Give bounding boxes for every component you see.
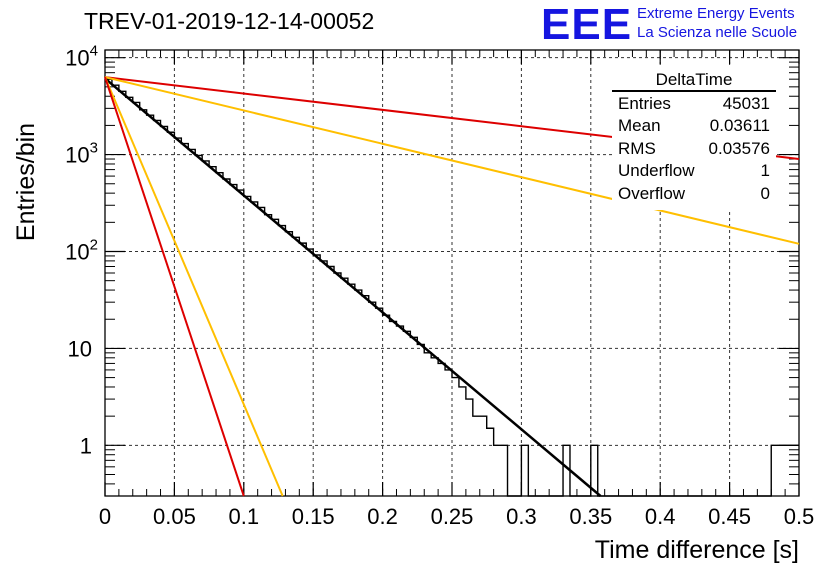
y-tick-labels: 1 10 102 103 104: [65, 43, 98, 459]
y-tick-label: 102: [65, 236, 98, 264]
x-tick-labels: 0 0.05 0.1 0.15 0.2 0.25 0.3 0.35 0.4 0.45 0.5: [99, 504, 814, 529]
stats-row-entries: Entries 45031: [618, 94, 770, 116]
stats-label: Mean: [618, 116, 661, 135]
y-axis-label: Entries/bin: [12, 123, 40, 241]
x-tick-label: 0.05: [153, 504, 196, 529]
stats-row-overflow: Overflow 0: [618, 184, 770, 206]
stats-value: 0.03611: [709, 116, 770, 135]
y-tick-label: 104: [65, 43, 98, 71]
fit-lines: [104, 76, 800, 497]
stats-label: Entries: [618, 94, 671, 113]
x-tick-label: 0.4: [645, 504, 676, 529]
stats-row-mean: Mean 0.03611: [618, 116, 770, 138]
fit-line: [104, 76, 245, 497]
logo-line-1: Extreme Energy Events: [637, 5, 795, 22]
x-tick-label: 0.45: [708, 504, 751, 529]
x-tick-label: 0.35: [569, 504, 612, 529]
x-tick-label: 0.2: [367, 504, 398, 529]
stats-row-rms: RMS 0.03576: [618, 139, 770, 161]
x-axis-label: Time difference [s]: [595, 536, 799, 564]
y-tick-label: 10: [68, 336, 92, 361]
stats-box: DeltaTime Entries 45031 Mean 0.03611 RMS…: [612, 68, 776, 210]
fit-line: [104, 76, 800, 245]
stats-label: RMS: [618, 139, 656, 158]
x-tick-label: 0: [99, 504, 111, 529]
x-tick-label: 0.1: [229, 504, 260, 529]
chart-title: TREV-01-2019-12-14-00052: [84, 8, 375, 34]
stats-value: 45031: [722, 94, 770, 113]
x-tick-label: 0.25: [431, 504, 474, 529]
fit-line: [104, 76, 284, 497]
fit-line: [104, 77, 602, 497]
y-tick-label: 103: [65, 140, 98, 168]
stats-value: 1: [760, 161, 770, 180]
x-tick-label: 0.15: [292, 504, 335, 529]
stats-value: 0: [760, 184, 770, 203]
y-tick-label: 1: [80, 433, 92, 458]
stats-value: 0.03576: [708, 139, 770, 158]
stats-row-underflow: Underflow 1: [618, 161, 770, 183]
x-tick-label: 0.5: [784, 504, 815, 529]
logo-line-2: La Scienza nelle Scuole: [637, 24, 798, 41]
stats-label: Underflow: [618, 161, 695, 180]
x-tick-label: 0.3: [506, 504, 537, 529]
stats-label: Overflow: [618, 184, 686, 203]
stats-box-rule: [612, 90, 776, 92]
stats-box-title: DeltaTime: [655, 70, 733, 89]
eee-logo: EEE: [541, 0, 633, 49]
